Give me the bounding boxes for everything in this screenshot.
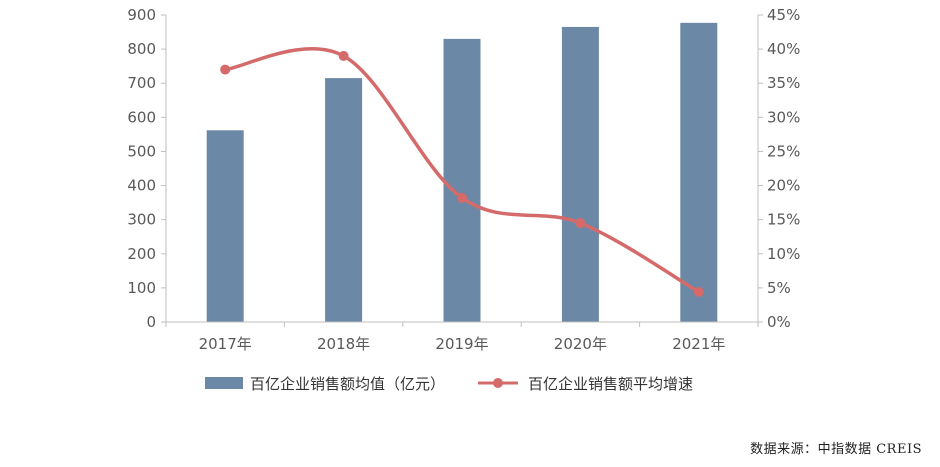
bar <box>680 22 718 323</box>
bar <box>325 78 363 322</box>
line-point <box>338 50 349 61</box>
left-tick-label: 600 <box>127 108 156 126</box>
right-tick-label: 35% <box>767 74 800 92</box>
legend: 百亿企业销售额均值（亿元） 百亿企业销售额平均增速 <box>205 375 693 393</box>
right-tick-label: 45% <box>767 6 800 24</box>
legend-bar-label: 百亿企业销售额均值（亿元） <box>250 375 445 393</box>
bar <box>443 38 481 322</box>
legend-line-label: 百亿企业销售额平均增速 <box>528 375 693 393</box>
x-tick-label: 2019年 <box>435 335 488 353</box>
bar <box>561 26 599 322</box>
legend-line-marker <box>493 378 503 388</box>
left-tick-label: 0 <box>146 313 156 331</box>
left-axis: 0 100 200 300 400 500 600 700 800 900 <box>127 6 167 331</box>
right-tick-label: 30% <box>767 108 800 126</box>
right-tick-label: 25% <box>767 142 800 160</box>
x-tick-label: 2018年 <box>317 335 370 353</box>
right-tick-label: 10% <box>767 245 800 263</box>
right-tick-label: 15% <box>767 211 800 229</box>
left-tick-label: 800 <box>127 40 156 58</box>
left-tick-label: 100 <box>127 279 156 297</box>
line-point <box>220 64 231 75</box>
left-tick-label: 200 <box>127 245 156 263</box>
right-axis: 0% 5% 10% 15% 20% 25% 30% 35% 40% 45% <box>757 6 800 331</box>
x-tick-label: 2021年 <box>672 335 725 353</box>
right-tick-label: 0% <box>767 313 791 331</box>
x-axis: 2017年 2018年 2019年 2020年 2021年 <box>165 321 759 353</box>
right-tick-label: 5% <box>767 279 791 297</box>
left-tick-label: 500 <box>127 142 156 160</box>
bar <box>206 130 244 322</box>
bar-series <box>206 22 718 323</box>
line-point <box>693 286 704 297</box>
line-series <box>220 46 704 297</box>
x-tick-label: 2017年 <box>199 335 252 353</box>
line-point <box>457 192 467 203</box>
legend-bar-swatch <box>205 377 243 389</box>
left-tick-label: 700 <box>127 74 156 92</box>
left-tick-label: 900 <box>127 6 156 24</box>
right-tick-label: 20% <box>767 177 800 195</box>
data-source: 数据来源：中指数据 CREIS <box>750 442 922 457</box>
line-point <box>575 218 586 229</box>
right-tick-label: 40% <box>767 40 800 58</box>
left-tick-label: 300 <box>127 211 156 229</box>
left-tick-label: 400 <box>127 177 156 195</box>
x-tick-label: 2020年 <box>554 335 607 353</box>
